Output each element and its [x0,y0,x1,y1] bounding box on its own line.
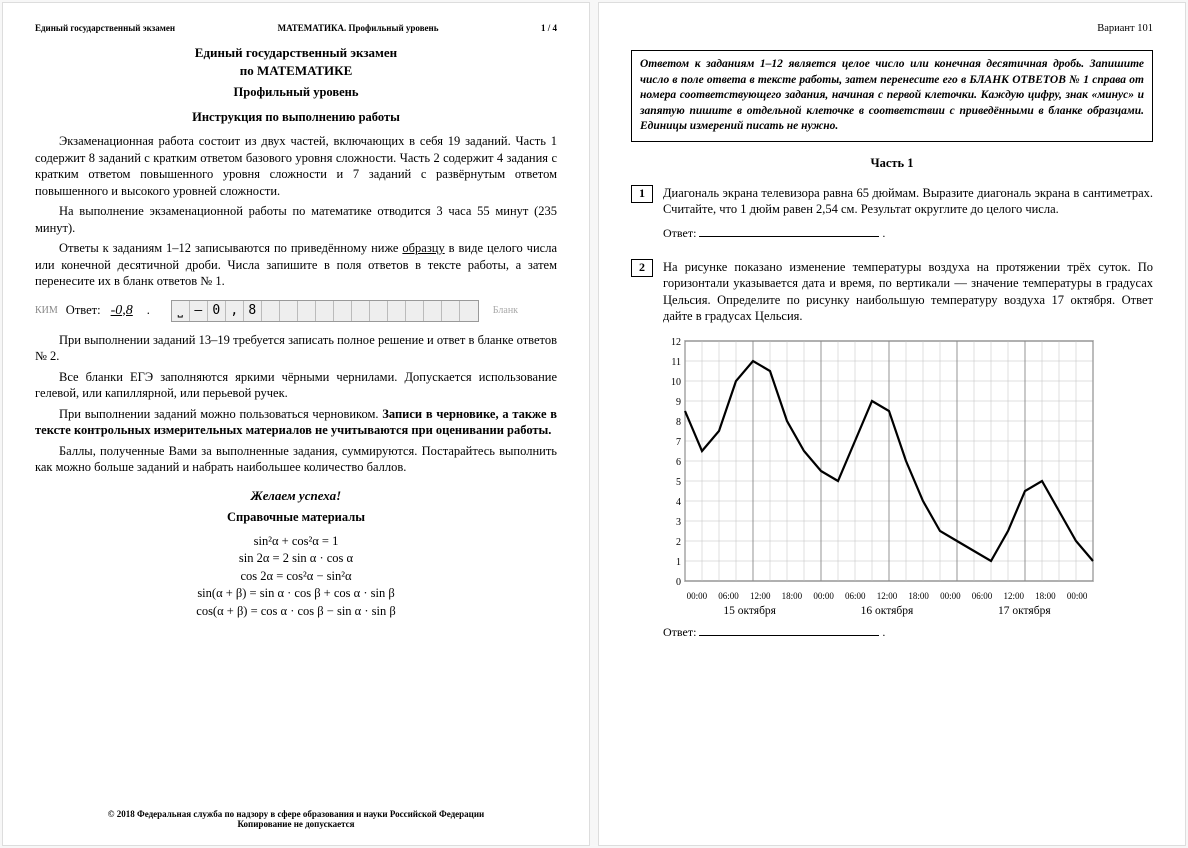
answer-cell [460,301,478,321]
task-2: 2 На рисунке показано изменение температ… [631,259,1153,325]
answer-cell [262,301,280,321]
answer-cell [424,301,442,321]
day-labels: 15 октября16 октября17 октября [663,605,1093,617]
svg-text:9: 9 [676,397,681,408]
answer-cell [298,301,316,321]
answer-cell: 0 [208,301,226,321]
temperature-chart: 0123456789101112 [663,335,1097,585]
task-num-2: 2 [631,259,653,277]
svg-text:12: 12 [671,337,681,348]
p6: При выполнении заданий можно пользоватьс… [35,406,557,439]
answer-cell [406,301,424,321]
p2: На выполнение экзаменационной работы по … [35,203,557,236]
p3: Ответы к заданиям 1–12 записываются по п… [35,240,557,290]
svg-text:5: 5 [676,477,681,488]
ref-title: Справочные материалы [35,510,557,525]
answer-cell: ⎵ [172,301,190,321]
part-title: Часть 1 [631,156,1153,171]
wish: Желаем успеха! [35,488,557,504]
p5: Все бланки ЕГЭ заполняются яркими чёрным… [35,369,557,402]
answer-cell: – [190,301,208,321]
p4: При выполнении заданий 13–19 требуется з… [35,332,557,365]
page-right: Вариант 101 Ответом к заданиям 1–12 явля… [598,2,1186,846]
answer-cell [388,301,406,321]
hdr-center: МАТЕМАТИКА. Профильный уровень [278,23,439,33]
blank-label: Бланк [493,305,518,316]
answer-cell [316,301,334,321]
subtitle: Профильный уровень [35,85,557,100]
formulas: sin²α + cos²α = 1sin 2α = 2 sin α · cos … [35,533,557,621]
answer-cell: 8 [244,301,262,321]
hdr-right: 1 / 4 [541,23,557,33]
answer-cell [442,301,460,321]
svg-text:7: 7 [676,437,681,448]
footer: © 2018 Федеральная служба по надзору в с… [3,809,589,829]
svg-text:10: 10 [671,377,681,388]
svg-text:3: 3 [676,517,681,528]
svg-text:1: 1 [676,557,681,568]
task-text-2: На рисунке показано изменение температур… [663,259,1153,325]
title1: Единый государственный экзамен [35,45,557,61]
title2: по МАТЕМАТИКЕ [35,63,557,79]
p7: Баллы, полученные Вами за выполненные за… [35,443,557,476]
example-row: КИМ Ответ: -0,8 . ⎵–0,8 Бланк [35,300,557,322]
answer-cell: , [226,301,244,321]
answer-line-1: Ответ: . [663,226,1153,241]
task-text-1: Диагональ экрана телевизора равна 65 дюй… [663,185,1153,218]
hdr-left: Единый государственный экзамен [35,23,175,33]
answer-cell [370,301,388,321]
p1: Экзаменационная работа состоит из двух ч… [35,133,557,199]
instr-title: Инструкция по выполнению работы [35,110,557,125]
svg-text:4: 4 [676,497,681,508]
page-left: Единый государственный экзамен МАТЕМАТИК… [2,2,590,846]
svg-text:2: 2 [676,537,681,548]
boxed-instructions: Ответом к заданиям 1–12 является целое ч… [631,50,1153,142]
x-time-labels: 00:0006:0012:0018:0000:0006:0012:0018:00… [663,591,1093,601]
task-num-1: 1 [631,185,653,203]
variant: Вариант 101 [631,23,1153,34]
answer-cell [334,301,352,321]
kim-label: КИМ [35,305,58,316]
answer-cells: ⎵–0,8 [171,300,479,322]
task-1: 1 Диагональ экрана телевизора равна 65 д… [631,185,1153,218]
chart: 0123456789101112 00:0006:0012:0018:0000:… [663,335,1153,617]
ans-handwrite: -0,8 [109,303,139,319]
svg-text:8: 8 [676,417,681,428]
ans-label: Ответ: [66,303,101,318]
answer-line-2: Ответ: . [663,625,1153,640]
svg-text:11: 11 [671,357,681,368]
answer-cell [280,301,298,321]
header: Единый государственный экзамен МАТЕМАТИК… [35,23,557,33]
svg-text:6: 6 [676,457,681,468]
answer-cell [352,301,370,321]
svg-text:0: 0 [676,577,681,585]
